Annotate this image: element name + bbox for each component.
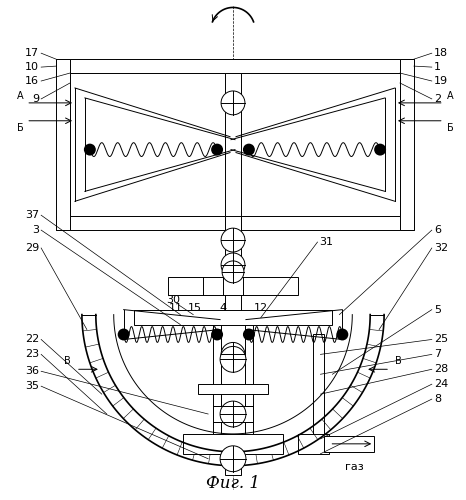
Text: 17: 17 — [25, 48, 39, 58]
Circle shape — [221, 91, 245, 115]
Circle shape — [220, 446, 246, 471]
Text: 3: 3 — [32, 225, 39, 235]
Circle shape — [221, 342, 245, 366]
Bar — [198, 384, 268, 394]
Text: газ: газ — [345, 462, 363, 471]
Text: 7: 7 — [434, 350, 441, 360]
Text: 10: 10 — [25, 62, 39, 72]
Text: 22: 22 — [25, 334, 39, 344]
Text: 28: 28 — [434, 364, 448, 374]
Bar — [245, 314, 253, 454]
Bar — [213, 314, 221, 454]
Bar — [56, 59, 70, 230]
Text: В: В — [395, 356, 402, 366]
Bar — [134, 310, 332, 324]
Text: 6: 6 — [434, 225, 441, 235]
Bar — [400, 59, 414, 230]
Bar — [183, 434, 283, 454]
Text: 30: 30 — [166, 294, 180, 304]
Bar — [183, 434, 283, 454]
Bar — [298, 434, 329, 454]
Circle shape — [336, 328, 348, 340]
Text: 5: 5 — [434, 304, 441, 314]
Bar — [313, 334, 324, 454]
Bar — [56, 216, 414, 230]
Bar — [56, 59, 414, 73]
Circle shape — [118, 328, 130, 340]
Circle shape — [221, 228, 245, 252]
Text: 32: 32 — [434, 243, 448, 253]
Bar — [56, 216, 414, 230]
Text: 24: 24 — [434, 379, 448, 389]
Text: 19: 19 — [434, 76, 448, 86]
Text: 18: 18 — [434, 48, 448, 58]
Bar — [213, 314, 221, 454]
Bar — [56, 59, 414, 73]
Text: 35: 35 — [25, 381, 39, 391]
Bar — [298, 434, 329, 454]
Text: Б: Б — [16, 123, 23, 133]
Bar — [70, 73, 400, 216]
Text: А: А — [17, 91, 23, 101]
Bar — [221, 314, 245, 454]
Circle shape — [211, 144, 223, 156]
Bar — [56, 59, 70, 230]
Bar — [225, 73, 241, 230]
Circle shape — [84, 144, 96, 156]
Text: 25: 25 — [434, 334, 448, 344]
Text: В: В — [64, 356, 71, 366]
Circle shape — [243, 328, 255, 340]
Text: 4: 4 — [219, 302, 226, 312]
Text: 29: 29 — [25, 243, 39, 253]
Text: 9: 9 — [32, 94, 39, 104]
Circle shape — [221, 253, 245, 277]
Bar — [313, 334, 324, 454]
Circle shape — [374, 144, 386, 156]
Bar — [134, 310, 332, 324]
Text: Фиг. 1: Фиг. 1 — [206, 475, 260, 492]
Circle shape — [243, 144, 255, 156]
Text: 23: 23 — [25, 350, 39, 360]
Text: Б: Б — [447, 123, 453, 133]
Text: 2: 2 — [434, 94, 441, 104]
Text: 11: 11 — [168, 302, 182, 312]
Bar — [225, 216, 241, 474]
Text: 36: 36 — [25, 366, 39, 376]
Text: 37: 37 — [25, 210, 39, 220]
Text: А: А — [447, 91, 453, 101]
Bar — [168, 277, 298, 294]
Text: 16: 16 — [25, 76, 39, 86]
Text: 15: 15 — [188, 302, 202, 312]
Bar — [245, 314, 253, 454]
Bar — [213, 406, 253, 422]
Circle shape — [220, 401, 246, 427]
Bar — [400, 59, 414, 230]
Text: 1: 1 — [434, 62, 441, 72]
Bar — [324, 436, 374, 452]
Circle shape — [211, 328, 223, 340]
Text: 12: 12 — [254, 302, 268, 312]
Text: 31: 31 — [320, 237, 334, 247]
Text: 8: 8 — [434, 394, 441, 404]
Circle shape — [222, 261, 244, 283]
Circle shape — [220, 346, 246, 372]
